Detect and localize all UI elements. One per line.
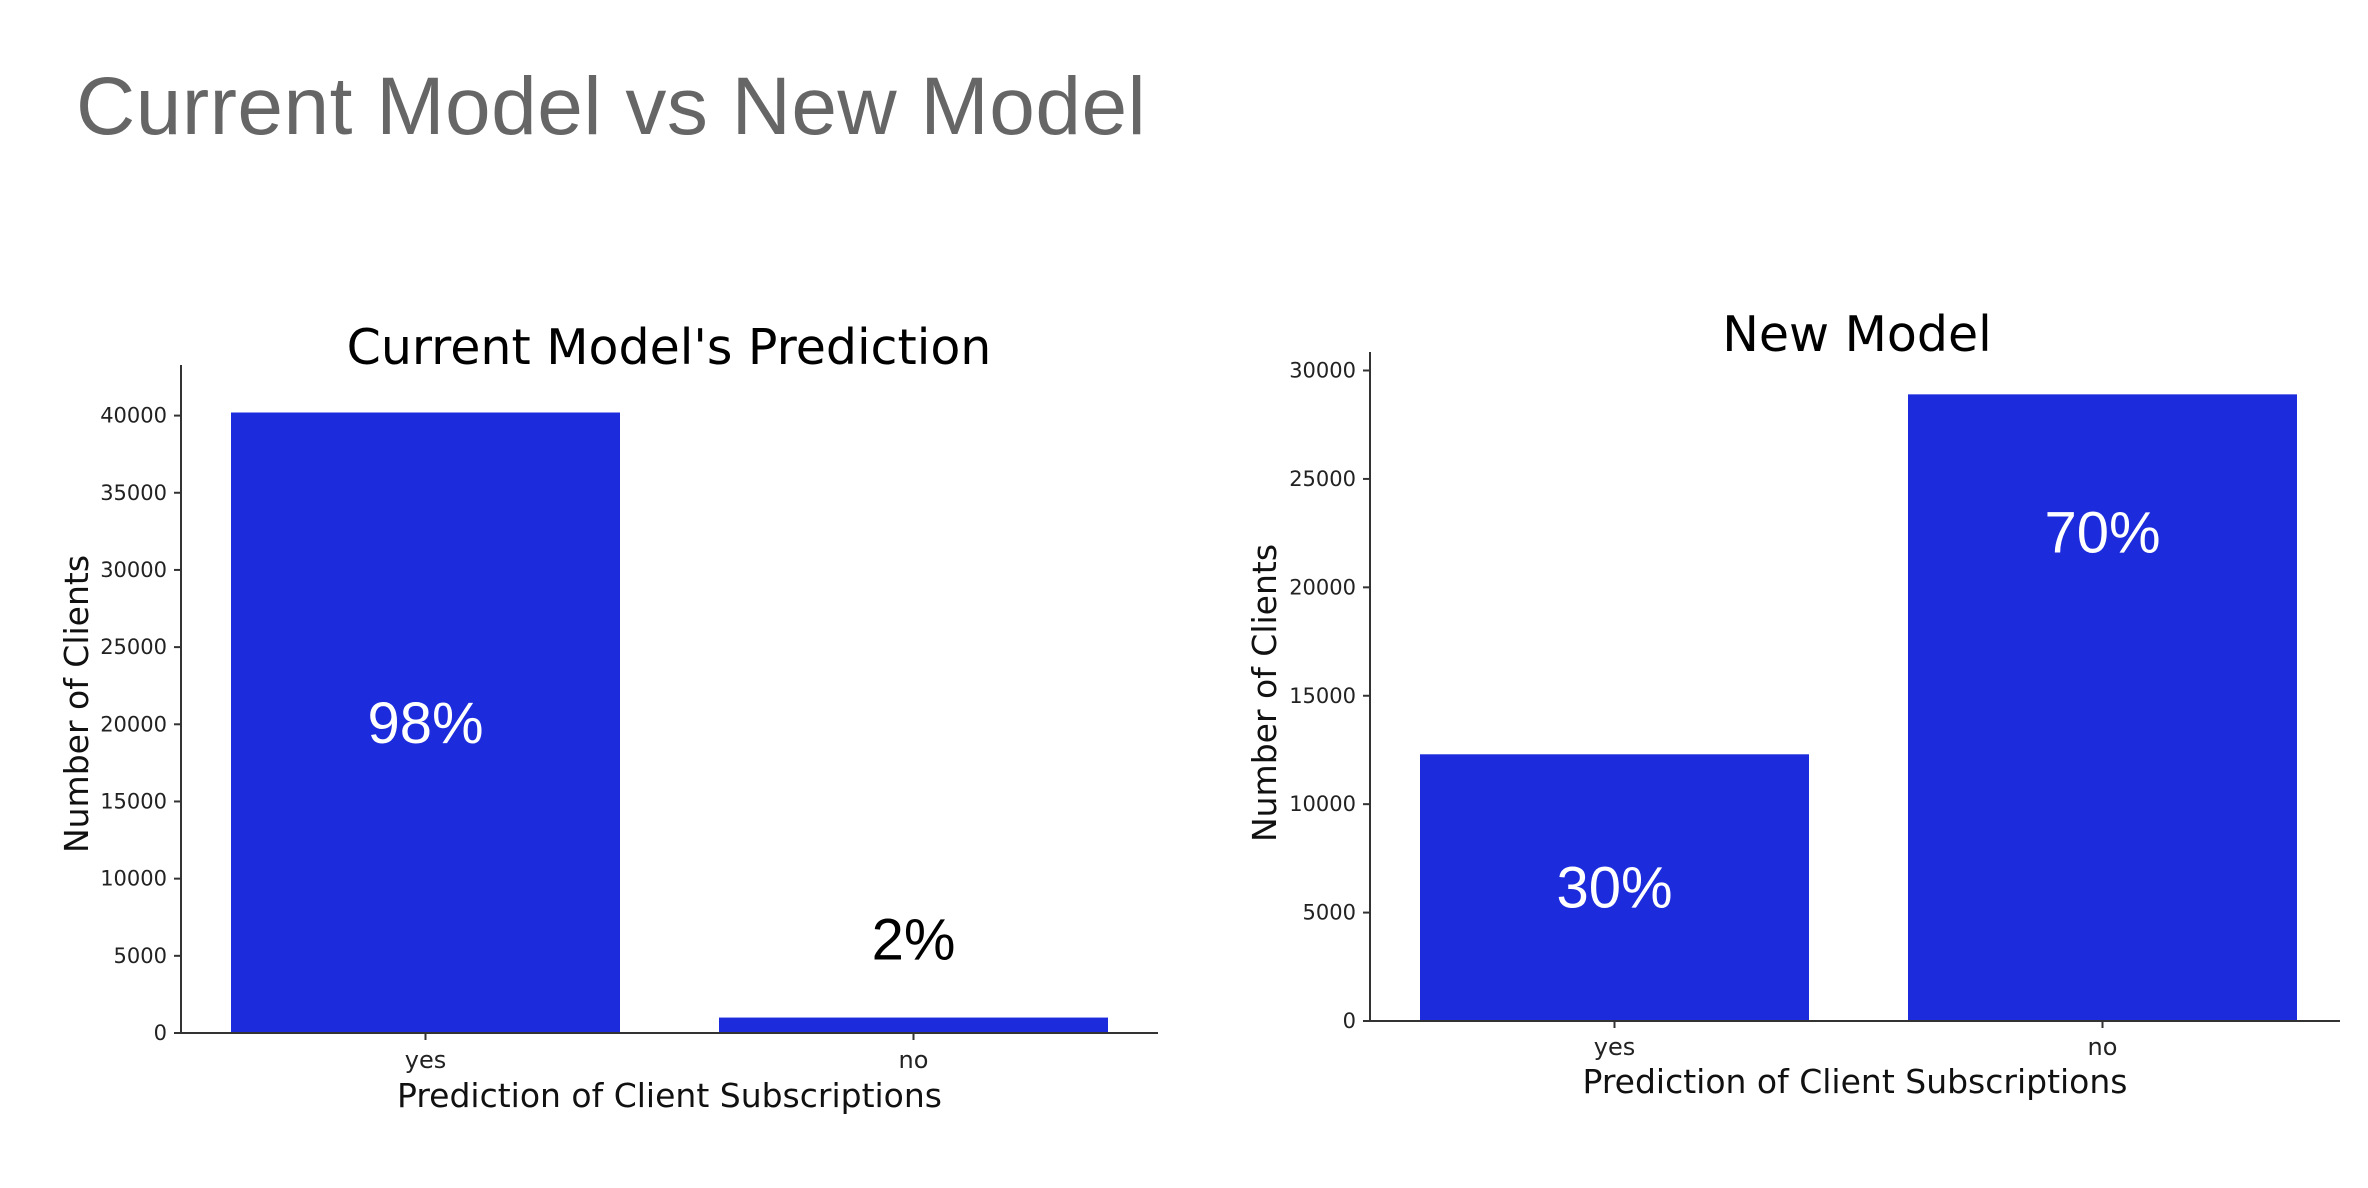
- bar-yes: [231, 412, 620, 1033]
- y-tick-label: 10000: [1289, 792, 1356, 816]
- y-axis-label: Number of Clients: [1245, 544, 1284, 842]
- x-axis-label: Prediction of Client Subscriptions: [397, 1076, 942, 1115]
- x-axis-label: Prediction of Client Subscriptions: [1583, 1062, 2128, 1101]
- bar-data-label: 70%: [2044, 500, 2160, 565]
- bar-no: [1908, 394, 2297, 1021]
- y-tick-label: 30000: [1289, 359, 1356, 383]
- y-tick-label: 40000: [100, 404, 167, 428]
- y-tick-label: 20000: [1289, 575, 1356, 599]
- y-tick-label: 25000: [100, 635, 167, 659]
- bar-yes: [1420, 754, 1809, 1021]
- x-tick-label: no: [899, 1046, 929, 1074]
- bar-data-label: 30%: [1556, 856, 1672, 921]
- chart-title: New Model: [1722, 306, 1992, 363]
- y-tick-label: 30000: [100, 558, 167, 582]
- bar-data-label: 98%: [367, 691, 483, 756]
- x-tick-label: no: [2088, 1033, 2118, 1061]
- chart-current-model: Current Model's Prediction 98% yes 2% no 0 500…: [57, 319, 1158, 1115]
- bar-no: [719, 1017, 1108, 1033]
- y-tick-label: 20000: [100, 712, 167, 736]
- bar-data-label: 2%: [872, 908, 956, 973]
- y-axis-label: Number of Clients: [57, 555, 96, 853]
- chart-new-model: New Model 30% yes 70% no 0 5000 10000 15000 20000…: [1245, 306, 2340, 1101]
- y-tick-label: 35000: [100, 481, 167, 505]
- y-tick-label: 15000: [100, 789, 167, 813]
- chart-title: Current Model's Prediction: [347, 319, 992, 376]
- y-tick-label: 15000: [1289, 684, 1356, 708]
- y-tick-label: 0: [154, 1021, 167, 1045]
- y-tick-label: 0: [1343, 1009, 1356, 1033]
- y-tick-label: 10000: [100, 867, 167, 891]
- y-tick-label: 5000: [114, 944, 167, 968]
- y-tick-label: 5000: [1303, 901, 1356, 925]
- x-tick-label: yes: [1594, 1033, 1635, 1061]
- x-tick-label: yes: [405, 1046, 446, 1074]
- y-tick-label: 25000: [1289, 467, 1356, 491]
- slide-title: Current Model vs New Model: [76, 61, 1147, 152]
